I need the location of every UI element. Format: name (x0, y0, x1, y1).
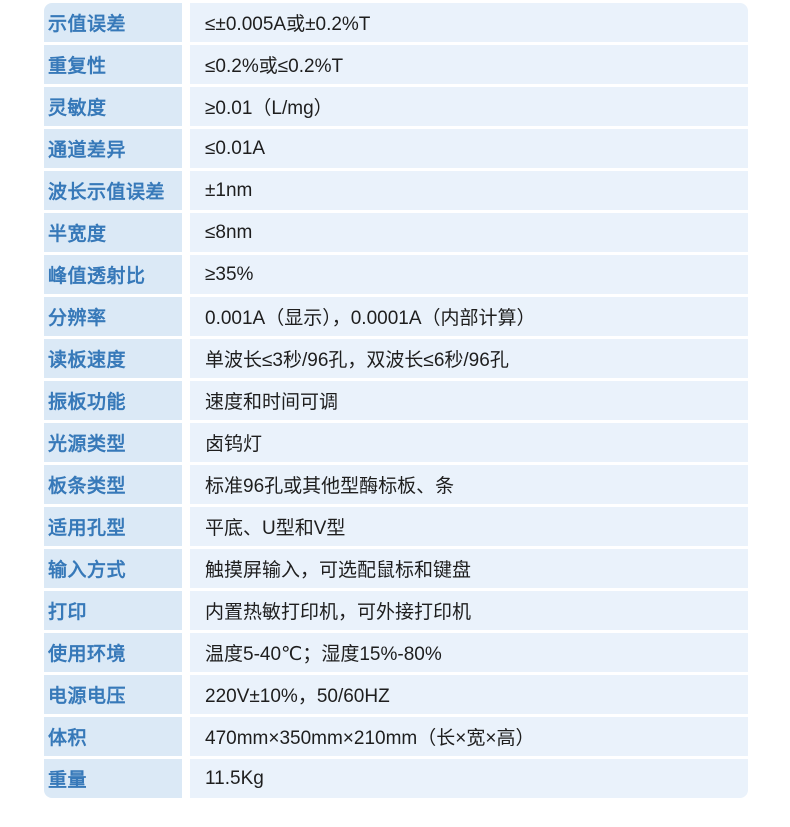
spec-label: 光源类型 (44, 423, 182, 462)
spec-label: 分辨率 (44, 297, 182, 336)
table-row: 适用孔型 平底、U型和V型 (44, 507, 748, 546)
table-row: 打印 内置热敏打印机，可外接打印机 (44, 591, 748, 630)
spec-value: ≤0.2%或≤0.2%T (190, 45, 748, 84)
spec-value: ≤±0.005A或±0.2%T (190, 3, 748, 42)
spec-value: 470mm×350mm×210mm（长×宽×高） (190, 717, 748, 756)
spec-value: 平底、U型和V型 (190, 507, 748, 546)
table-row: 振板功能 速度和时间可调 (44, 381, 748, 420)
spec-label: 峰值透射比 (44, 255, 182, 294)
spec-label: 读板速度 (44, 339, 182, 378)
spec-value: ±1nm (190, 171, 748, 210)
spec-value: 标准96孔或其他型酶标板、条 (190, 465, 748, 504)
table-row: 体积 470mm×350mm×210mm（长×宽×高） (44, 717, 748, 756)
spec-value: 温度5-40℃；湿度15%-80% (190, 633, 748, 672)
spec-value: 0.001A（显示），0.0001A（内部计算） (190, 297, 748, 336)
spec-label: 波长示值误差 (44, 171, 182, 210)
spec-label: 输入方式 (44, 549, 182, 588)
table-row: 示值误差 ≤±0.005A或±0.2%T (44, 3, 748, 42)
spec-value: ≥35% (190, 255, 748, 294)
table-row: 半宽度 ≤8nm (44, 213, 748, 252)
spec-label: 灵敏度 (44, 87, 182, 126)
spec-label: 重复性 (44, 45, 182, 84)
table-row: 通道差异 ≤0.01A (44, 129, 748, 168)
spec-value: 卤钨灯 (190, 423, 748, 462)
spec-table: 示值误差 ≤±0.005A或±0.2%T 重复性 ≤0.2%或≤0.2%T 灵敏… (44, 3, 748, 801)
spec-label: 振板功能 (44, 381, 182, 420)
spec-label: 半宽度 (44, 213, 182, 252)
spec-label: 体积 (44, 717, 182, 756)
table-row: 使用环境 温度5-40℃；湿度15%-80% (44, 633, 748, 672)
spec-label: 使用环境 (44, 633, 182, 672)
spec-label: 重量 (44, 759, 182, 798)
spec-label: 适用孔型 (44, 507, 182, 546)
spec-label: 示值误差 (44, 3, 182, 42)
spec-value: ≤0.01A (190, 129, 748, 168)
table-row: 光源类型 卤钨灯 (44, 423, 748, 462)
table-row: 重复性 ≤0.2%或≤0.2%T (44, 45, 748, 84)
spec-value: 内置热敏打印机，可外接打印机 (190, 591, 748, 630)
spec-label: 板条类型 (44, 465, 182, 504)
spec-label: 电源电压 (44, 675, 182, 714)
table-row: 波长示值误差 ±1nm (44, 171, 748, 210)
spec-value: 速度和时间可调 (190, 381, 748, 420)
table-row: 板条类型 标准96孔或其他型酶标板、条 (44, 465, 748, 504)
spec-value: 11.5Kg (190, 759, 748, 798)
table-row: 重量 11.5Kg (44, 759, 748, 798)
spec-value: 触摸屏输入，可选配鼠标和键盘 (190, 549, 748, 588)
spec-label: 打印 (44, 591, 182, 630)
table-row: 读板速度 单波长≤3秒/96孔，双波长≤6秒/96孔 (44, 339, 748, 378)
spec-label: 通道差异 (44, 129, 182, 168)
spec-value: ≥0.01（L/mg） (190, 87, 748, 126)
table-row: 灵敏度 ≥0.01（L/mg） (44, 87, 748, 126)
spec-value: ≤8nm (190, 213, 748, 252)
table-row: 分辨率 0.001A（显示），0.0001A（内部计算） (44, 297, 748, 336)
table-row: 输入方式 触摸屏输入，可选配鼠标和键盘 (44, 549, 748, 588)
spec-value: 220V±10%，50/60HZ (190, 675, 748, 714)
table-row: 峰值透射比 ≥35% (44, 255, 748, 294)
spec-value: 单波长≤3秒/96孔，双波长≤6秒/96孔 (190, 339, 748, 378)
table-row: 电源电压 220V±10%，50/60HZ (44, 675, 748, 714)
